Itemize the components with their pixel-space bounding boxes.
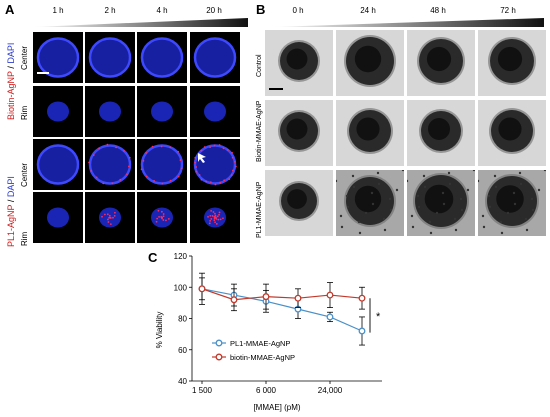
data-point-1-3 [294,294,302,302]
panel-b-time-2: 24 h [360,6,376,15]
significance-marker: * [376,311,381,323]
panel-a-image-r1-c1 [33,32,83,83]
panel-a-image-r2-c2 [85,86,135,137]
panel-a-time-4: 20 h [206,6,222,15]
panel-a-image-r4-c4 [190,192,240,243]
panel-b-image-r2-c4 [478,100,546,166]
panel-b-image-r2-c2 [336,100,404,166]
panel-a-row-label-center-1: Center [20,45,29,70]
panel-c-chart: 40 60 80 100 120 1 500 6 000 24,000 PL1-MMAE-AgN… [155,252,382,412]
y-tick-label-0: 40 [178,377,187,386]
legend-label-1: biotin-MMAE-AgNP [230,353,295,362]
data-point-0-4 [326,313,334,321]
x-tick-label-2: 24,000 [318,386,343,395]
panel-b-image-r1-c2 [336,30,404,96]
data-point-0-5 [358,327,366,335]
series-line-1 [201,288,363,301]
panel-a-letter: A [5,2,15,17]
panel-b-time-3: 48 h [430,6,446,15]
panel-a-row-label-center-2: Center [20,162,29,187]
panel-a-image-r3-c3 [137,139,187,190]
panel-a-time-3: 4 h [156,6,168,15]
panel-a-image-r4-c2 [85,192,135,243]
panel-b-image-r3-c4 [478,170,546,236]
panel-a-image-r3-c2 [85,139,135,190]
legend-label-0: PL1-MMAE-AgNP [230,339,290,348]
panel-b-time-wedge [272,18,544,27]
panel-a-time-wedge [33,18,248,27]
panel-b-image-r3-c2 [336,170,404,236]
panel-c-letter: C [148,250,158,265]
panel-a-image-r4-c1 [33,192,83,243]
panel-a-scale-bar [37,72,49,74]
panel-b-row-label-pl1: PL1-MMAE-AgNP [256,181,263,238]
panel-b-image-r1-c4 [478,30,546,96]
x-tick-label-0: 1 500 [192,386,213,395]
data-point-1-5 [358,294,366,302]
y-tick-label-3: 100 [174,283,188,292]
panel-a-group-pl1-label: PL1-AgNP / DAPI [6,176,16,247]
data-point-1-2 [262,293,270,301]
panel-b-image-r3-c3 [407,170,475,236]
series-line-0 [201,288,363,332]
panel-b-time-1: 0 h [292,6,304,15]
panel-c-xlabel: [MMAE] (pM) [253,403,300,412]
panel-b-letter: B [256,2,266,17]
data-point-1-0 [198,285,206,293]
panel-a-image-r3-c4 [190,139,240,190]
panel-a-image-r2-c1 [33,86,83,137]
y-tick-label-1: 60 [178,346,187,355]
legend-marker-1 [215,353,223,361]
panel-b-image-r3-c1 [265,170,333,236]
panel-a-group-biotin-label: Biotin-AgNP / DAPI [6,42,16,120]
panel-b-row-label-biotin: Biotin-MMAE-AgNP [256,100,263,162]
panel-b-image-r2-c1 [265,100,333,166]
panel-a-image-r3-c1 [33,139,83,190]
data-point-1-4 [326,291,334,299]
panel-a-image-r4-c3 [137,192,187,243]
panel-a-time-2: 2 h [104,6,116,15]
panel-a-image-r1-c2 [85,32,135,83]
panel-b-scale-bar [269,88,283,90]
panel-a-arrow-icon [198,153,206,163]
panel-a-image-r2-c4 [190,86,240,137]
panel-b-time-4: 72 h [500,6,516,15]
legend-marker-0 [215,339,223,347]
panel-b-image-r1-c3 [407,30,475,96]
panel-a-image-r2-c3 [137,86,187,137]
y-tick-label-2: 80 [178,315,187,324]
panel-a-row-label-rim-2: Rim [20,231,29,246]
x-tick-label-1: 6 000 [256,386,277,395]
data-point-1-1 [230,296,238,304]
panel-a-row-label-rim-1: Rim [20,105,29,120]
panel-a-image-r1-c4 [190,32,240,83]
y-tick-label-4: 120 [174,252,188,261]
panel-b-image-r1-c1 [265,30,333,96]
panel-a-time-1: 1 h [52,6,64,15]
panel-a-image-r1-c3 [137,32,187,83]
panel-c-ylabel: % Viability [155,312,164,349]
panel-b-image-r2-c3 [407,100,475,166]
panel-b-row-label-control: Control [256,54,263,77]
